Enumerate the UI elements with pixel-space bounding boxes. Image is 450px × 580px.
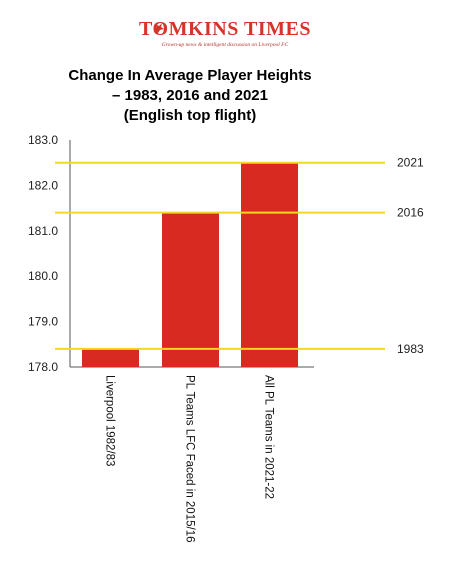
bar <box>241 162 298 367</box>
reference-line-label: 1983 <box>397 342 424 356</box>
category-label: Liverpool 1982/83 <box>104 375 116 466</box>
brand-logo: TOMKINS TIMES Grown-up news & intelligen… <box>0 18 450 48</box>
category-label: All PL Teams in 2021-22 <box>263 375 275 499</box>
category-label: PL Teams LFC Faced in 2015/16 <box>184 375 196 543</box>
brand-tagline: Grown-up news & intelligent discussion o… <box>161 42 289 48</box>
reference-line-label: 2021 <box>397 156 424 170</box>
y-tick-label: 183.0 <box>28 133 58 147</box>
chart-title: Change In Average Player Heights – 1983, … <box>68 67 311 124</box>
bar <box>82 348 139 367</box>
chart-bars <box>82 162 298 367</box>
bar <box>162 212 219 367</box>
chart-title-line: (English top flight) <box>124 107 256 124</box>
chart-title-line: Change In Average Player Heights <box>68 67 311 84</box>
y-tick-label: 181.0 <box>28 224 58 238</box>
y-tick-label: 178.0 <box>28 360 58 374</box>
reference-line-label: 2016 <box>397 206 424 220</box>
reference-lines: 1983 2016 2021 <box>55 156 424 356</box>
category-labels: Liverpool 1982/83 PL Teams LFC Faced in 2… <box>104 375 275 543</box>
y-tick-label: 180.0 <box>28 269 58 283</box>
y-tick-label: 179.0 <box>28 315 58 329</box>
brand-name: TOMKINS TIMES <box>139 18 311 40</box>
liver-bird-icon <box>154 23 164 33</box>
y-tick-label: 182.0 <box>28 178 58 192</box>
chart-title-line: – 1983, 2016 and 2021 <box>112 87 268 104</box>
